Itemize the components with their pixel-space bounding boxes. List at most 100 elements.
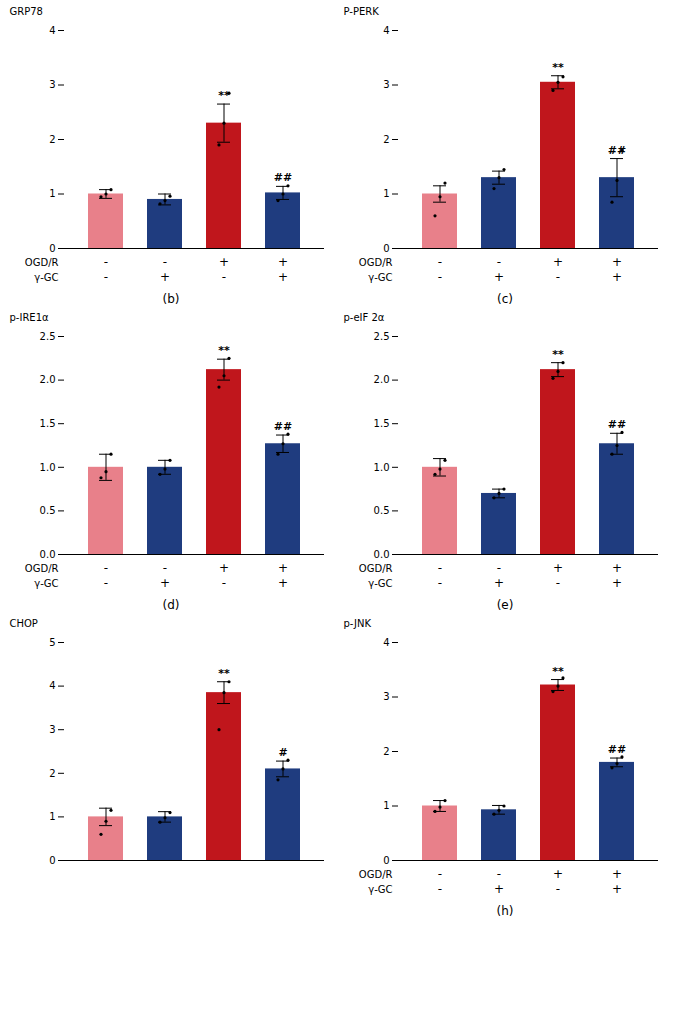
svg-text:+: + <box>278 255 288 269</box>
svg-text:-: - <box>438 561 442 575</box>
svg-text:**: ** <box>552 348 564 361</box>
svg-text:γ-GC: γ-GC <box>368 578 392 589</box>
svg-text:2.0: 2.0 <box>374 374 390 385</box>
svg-text:0.5: 0.5 <box>40 505 56 516</box>
svg-text:1: 1 <box>383 800 389 811</box>
svg-text:p-JNK: p-JNK <box>344 618 372 629</box>
svg-text:p-eIF 2α: p-eIF 2α <box>344 312 385 323</box>
svg-text:2: 2 <box>383 746 389 757</box>
svg-text:3: 3 <box>383 691 389 702</box>
svg-text:0: 0 <box>49 855 55 866</box>
svg-text:3: 3 <box>383 79 389 90</box>
svg-text:0.5: 0.5 <box>374 505 390 516</box>
svg-text:-: - <box>163 255 167 269</box>
svg-text:-: - <box>556 576 560 590</box>
svg-text:OGD/R: OGD/R <box>25 257 59 268</box>
svg-text:2.5: 2.5 <box>374 331 390 342</box>
svg-text:-: - <box>497 561 501 575</box>
svg-text:-: - <box>556 270 560 284</box>
svg-text:+: + <box>612 882 622 896</box>
svg-text:2.0: 2.0 <box>40 374 56 385</box>
svg-text:#: # <box>278 746 287 759</box>
svg-text:**: ** <box>218 667 230 680</box>
svg-text:+: + <box>219 561 229 575</box>
svg-text:-: - <box>438 867 442 881</box>
svg-text:-: - <box>497 867 501 881</box>
svg-text:CHOP: CHOP <box>10 618 38 629</box>
svg-text:2.5: 2.5 <box>40 331 56 342</box>
svg-text:**: ** <box>552 61 564 74</box>
svg-text:+: + <box>160 576 170 590</box>
svg-text:+: + <box>612 561 622 575</box>
svg-text:3: 3 <box>49 79 55 90</box>
svg-text:+: + <box>553 561 563 575</box>
svg-text:OGD/R: OGD/R <box>359 257 393 268</box>
svg-text:γ-GC: γ-GC <box>368 884 392 895</box>
svg-text:0: 0 <box>383 243 389 254</box>
svg-text:OGD/R: OGD/R <box>359 563 393 574</box>
svg-text:+: + <box>219 255 229 269</box>
svg-text:1: 1 <box>49 811 55 822</box>
svg-text:0: 0 <box>383 855 389 866</box>
svg-text:1: 1 <box>383 188 389 199</box>
svg-text:-: - <box>104 576 108 590</box>
svg-text:+: + <box>494 576 504 590</box>
svg-text:1.5: 1.5 <box>40 418 56 429</box>
svg-text:-: - <box>438 882 442 896</box>
svg-text:##: ## <box>608 144 626 157</box>
svg-text:**: ** <box>552 665 564 678</box>
svg-text:1: 1 <box>49 188 55 199</box>
svg-text:**: ** <box>218 89 230 102</box>
svg-text:3: 3 <box>49 724 55 735</box>
svg-text:-: - <box>163 561 167 575</box>
svg-text:+: + <box>278 270 288 284</box>
svg-text:OGD/R: OGD/R <box>359 869 393 880</box>
svg-text:##: ## <box>274 420 292 433</box>
svg-text:OGD/R: OGD/R <box>25 563 59 574</box>
svg-text:4: 4 <box>49 25 55 36</box>
svg-text:+: + <box>612 270 622 284</box>
svg-text:0: 0 <box>49 243 55 254</box>
svg-text:##: ## <box>274 171 292 184</box>
svg-text:+: + <box>160 270 170 284</box>
svg-text:+: + <box>612 576 622 590</box>
svg-text:5: 5 <box>49 637 55 648</box>
svg-text:4: 4 <box>383 637 389 648</box>
svg-text:+: + <box>278 576 288 590</box>
svg-text:γ-GC: γ-GC <box>34 272 58 283</box>
svg-text:+: + <box>494 270 504 284</box>
svg-text:-: - <box>497 255 501 269</box>
svg-text:-: - <box>438 255 442 269</box>
svg-text:P-PERK: P-PERK <box>344 6 380 17</box>
svg-text:2: 2 <box>49 768 55 779</box>
svg-text:2: 2 <box>383 134 389 145</box>
svg-text:+: + <box>494 882 504 896</box>
svg-text:1.5: 1.5 <box>374 418 390 429</box>
svg-text:##: ## <box>608 743 626 756</box>
svg-text:γ-GC: γ-GC <box>34 578 58 589</box>
svg-text:GRP78: GRP78 <box>10 6 43 17</box>
svg-text:-: - <box>438 576 442 590</box>
svg-text:+: + <box>612 867 622 881</box>
svg-text:0.0: 0.0 <box>374 549 390 560</box>
svg-text:**: ** <box>218 344 230 357</box>
svg-text:4: 4 <box>49 680 55 691</box>
svg-text:4: 4 <box>383 25 389 36</box>
svg-text:-: - <box>104 255 108 269</box>
svg-text:+: + <box>278 561 288 575</box>
svg-text:-: - <box>104 561 108 575</box>
svg-text:0.0: 0.0 <box>40 549 56 560</box>
svg-text:2: 2 <box>49 134 55 145</box>
svg-text:-: - <box>104 270 108 284</box>
svg-text:p-IRE1α: p-IRE1α <box>10 312 50 323</box>
svg-text:1.0: 1.0 <box>374 462 390 473</box>
svg-text:+: + <box>553 867 563 881</box>
svg-text:##: ## <box>608 418 626 431</box>
svg-text:-: - <box>556 882 560 896</box>
svg-text:1.0: 1.0 <box>40 462 56 473</box>
svg-text:+: + <box>553 255 563 269</box>
svg-text:+: + <box>612 255 622 269</box>
svg-text:γ-GC: γ-GC <box>368 272 392 283</box>
svg-text:-: - <box>222 270 226 284</box>
svg-text:-: - <box>222 576 226 590</box>
